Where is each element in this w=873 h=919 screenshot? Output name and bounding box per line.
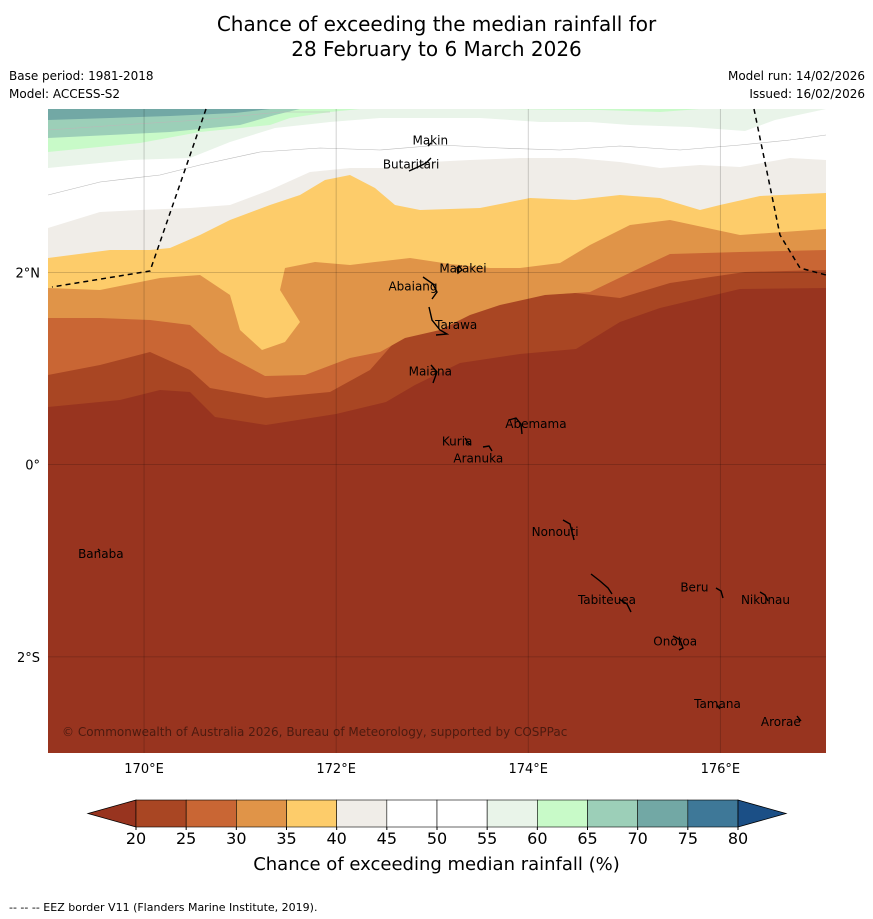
island-abemama-shape [508,417,523,435]
model-run: Model run: 14/02/2026 [727,69,865,83]
colorbar-tick-label: 70 [627,829,647,848]
meta-right: Model run: 14/02/2026 Issued: 16/02/2026 [728,69,865,105]
island-butaritari-shape [408,157,432,172]
footnote-eez: -- -- -- EEZ border V11 (Flanders Marine… [9,901,318,914]
region-45-55 [48,109,826,228]
colorbar-segment [637,799,689,828]
place-label-abaiang: Abaiang [388,280,437,294]
model-name: Model: ACCESS-S2 [9,87,121,101]
colorbar-tick-label: 25 [176,829,196,848]
island-kuria-shape [464,437,472,446]
lon-tick-label: 176°E [701,762,741,777]
place-label-aranuka: Aranuka [453,452,503,466]
colorbar-segment [687,799,739,828]
place-label-marakei: Marakei [439,261,486,275]
colorbar-segment [386,799,438,828]
island-aranuka-shape [482,445,493,452]
place-label-tarawa: Tarawa [434,318,477,332]
colorbar-tick-label: 50 [427,829,447,848]
colorbar-tick-label: 55 [477,829,497,848]
colorbar-tick-label: 30 [226,829,246,848]
island-onotoa-shape [672,635,684,651]
colorbar-segment [436,799,488,828]
lat-tick-label: 2°N [16,266,41,281]
eez-border-west [51,108,207,288]
islands [97,142,802,722]
place-label-kuria: Kuria [442,434,473,448]
eez-border-east [753,108,827,276]
place-label-arorae: Arorae [761,715,801,729]
probability-fill [48,109,826,753]
place-label-nikunau: Nikunau [741,593,790,607]
place-label-onotoa: Onotoa [653,634,697,648]
colorbar-label: Chance of exceeding median rainfall (%) [253,854,620,875]
lon-tick-label: 172°E [316,762,356,777]
colorbar-tick-label: 45 [377,829,397,848]
lon-tick-label: 170°E [124,762,164,777]
colorbar-segment [486,799,538,828]
place-label-tabiteuea: Tabiteuea [577,593,636,607]
lon-tick-label: 174°E [508,762,548,777]
place-label-beru: Beru [680,581,708,595]
colorbar-tick-label: 40 [326,829,346,848]
island-tamana-shape [716,704,721,710]
eez-border [51,108,827,288]
place-label-makin: Makin [412,134,448,148]
place-label-maiana: Maiana [409,364,452,378]
colorbar: 20 25 30 35 40 45 50 55 60 65 70 75 80 [86,799,788,848]
island-nonouti-shape [562,519,575,541]
colorbar-tick-label: 80 [728,829,748,848]
colorbar-tick-label: 20 [126,829,146,848]
axis-labels: 2°N 0° 2°S 170°E 172°E 174°E 176°E [16,266,741,777]
meta-left: Base period: 1981-2018 Model: ACCESS-S2 [9,69,154,105]
colorbar-segment [336,799,388,828]
lat-tick-label: 0° [25,459,40,474]
place-label-butaritari: Butaritari [383,158,440,172]
colorbar-segment [185,799,237,828]
copyright-notice: © Commonwealth of Australia 2026, Bureau… [62,725,567,739]
colorbar-segment [236,799,287,828]
issued-date: Issued: 16/02/2026 [749,87,865,101]
island-marakei-shape [456,264,463,275]
colorbar-tick-label: 60 [527,829,547,848]
colorbar-segment [537,799,588,828]
place-label-abemama: Abemama [505,417,566,431]
island-beru-shape [715,587,724,599]
place-label-banaba: Banaba [78,547,124,561]
title-line-2: 28 February to 6 March 2026 [291,37,582,61]
colorbar-segment [286,799,337,828]
region-70-75 [48,109,270,120]
place-label-tamana: Tamana [693,697,741,711]
island-arorae-shape [796,715,802,722]
colorbar-tick-label: 75 [678,829,698,848]
island-makin-shape [427,142,432,147]
colorbar-segment [135,799,187,828]
lat-tick-label: 2°S [17,651,40,666]
colorbar-extend-low [86,799,137,828]
island-maiana-shape [430,364,438,384]
colorbar-segment [587,799,638,828]
chart-title: Chance of exceeding the median rainfall … [0,12,873,62]
colorbar-tick-label: 35 [276,829,296,848]
title-line-1: Chance of exceeding the median rainfall … [216,12,657,36]
contour-lines [48,111,826,196]
base-period: Base period: 1981-2018 [9,69,154,83]
island-tarawa-shape [428,306,450,336]
colorbar-extend-high [737,799,788,828]
graticule [48,109,826,753]
region-60-65-east [500,109,700,112]
island-nikunau-shape [759,591,769,602]
place-label-nonouti: Nonouti [532,525,579,539]
colorbar-tick-label: 65 [577,829,597,848]
island-abaiang-shape [422,276,438,300]
island-tabiteuea-shape [590,573,632,613]
island-banaba-shape [97,548,101,552]
